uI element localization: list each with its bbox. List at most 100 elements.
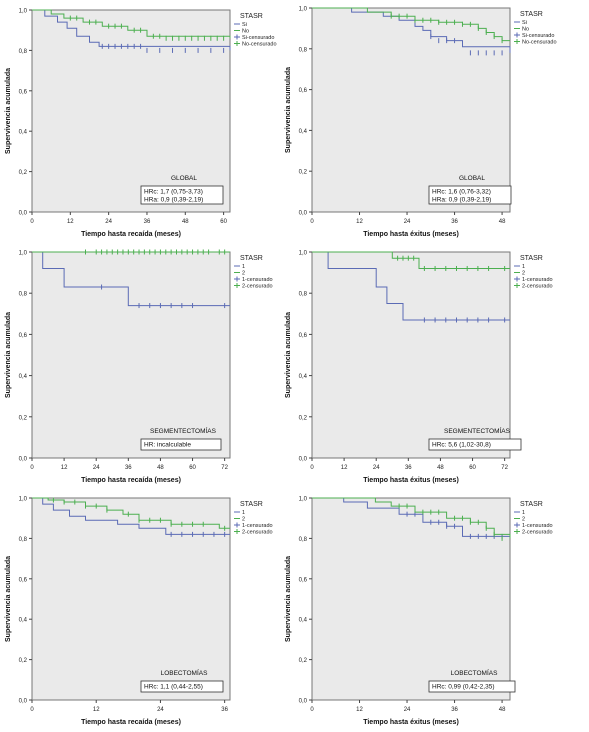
km-curve-2 <box>312 497 511 539</box>
legend-item: Si-censurado <box>522 33 554 39</box>
y-tick-label: 0,4 <box>299 129 308 135</box>
legend-item: 1-censurado <box>522 523 553 529</box>
km-panel: 0,0 0,2 0,4 0,6 0,8 1,0 0 12 24 36 Tiempo hasta re… <box>5 497 273 727</box>
group-label: SEGMENTECTOMÍAS <box>444 426 511 435</box>
km-panel: 0,0 0,2 0,4 0,6 0,8 1,0 0 12 24 36 48 60 Tiempo hast… <box>5 9 277 239</box>
plot-area <box>311 497 511 701</box>
legend-item: 1 <box>242 510 245 516</box>
legend-item: No-censurado <box>242 42 277 48</box>
km-curve-2 <box>312 251 510 269</box>
legend-item: 2-censurado <box>522 530 553 536</box>
hr-box <box>140 438 222 451</box>
km-curve-1 <box>312 251 510 321</box>
legend-title: STASR <box>240 13 263 20</box>
plot-area <box>31 9 231 213</box>
x-axis-label: Tiempo hasta recaída (meses) <box>81 477 181 484</box>
legend-title: STASR <box>240 255 263 262</box>
group-label: LOBECTOMÍAS <box>161 668 209 677</box>
x-tick-label: 60 <box>220 219 227 225</box>
y-tick-label: 0,4 <box>19 130 28 136</box>
plot-area <box>311 251 511 459</box>
x-axis-label: Tiempo hasta recaída (meses) <box>81 231 181 238</box>
legend-title: STASR <box>520 501 543 508</box>
x-tick-label: 48 <box>182 219 189 225</box>
x-tick-label: 12 <box>67 219 74 225</box>
legend-item: 1 <box>522 510 525 516</box>
hr-text: HRc: 5,6 (1,02-30,8) <box>432 442 491 449</box>
x-tick-label: 24 <box>373 465 380 471</box>
legend-item: 2 <box>242 271 245 277</box>
hr-text: HRa: 0,9 (0,39-2,19) <box>432 197 491 204</box>
y-tick-label: 0,2 <box>19 658 28 664</box>
x-tick-label: 0 <box>310 219 314 225</box>
plot-area <box>31 497 231 701</box>
x-tick-label: 12 <box>356 219 363 225</box>
hr-box <box>428 438 522 451</box>
legend-item: 1 <box>242 264 245 270</box>
x-tick-label: 12 <box>61 465 68 471</box>
x-tick-label: 24 <box>157 707 164 713</box>
hr-box <box>428 185 512 205</box>
x-tick-label: 36 <box>221 707 228 713</box>
km-panel: 0,0 0,2 0,4 0,6 0,8 1,0 0 12 24 36 48 60 72 Tiempo ha… <box>5 249 273 484</box>
km-curve-1 <box>32 251 230 307</box>
x-tick-label: 36 <box>451 707 458 713</box>
x-tick-label: 36 <box>451 219 458 225</box>
hr-text: HRc: 1,6 (0,76-3,32) <box>432 189 491 196</box>
x-axis-label: Tiempo hasta éxitus (meses) <box>363 719 459 726</box>
y-tick-label: 0,8 <box>19 292 28 298</box>
x-axis-label: Tiempo hasta recaída (meses) <box>81 719 181 726</box>
x-tick-label: 24 <box>404 219 411 225</box>
km-curve-1 <box>32 9 231 51</box>
group-label: LOBECTOMÍAS <box>451 668 499 677</box>
hr-text: HRc: 1,1 (0,44-2,55) <box>144 684 203 691</box>
y-axis-label: Supervivencia acumulada <box>285 312 292 398</box>
x-tick-label: 12 <box>341 465 348 471</box>
legend-item: 2 <box>522 517 525 523</box>
legend-item: No <box>242 29 249 35</box>
legend-item: No <box>522 27 529 33</box>
y-axis-label: Supervivencia acumulada <box>5 312 12 398</box>
hr-text: HRc: 0,99 (0,42-2,35) <box>432 684 495 691</box>
x-axis-label: Tiempo hasta éxitus (meses) <box>363 477 459 484</box>
x-tick-label: 0 <box>30 707 34 713</box>
legend-item: Si <box>242 22 247 28</box>
group-label: GLOBAL <box>171 175 197 182</box>
y-tick-label: 0,4 <box>19 618 28 624</box>
y-tick-label: 0,6 <box>19 577 28 583</box>
km-curve-1 <box>32 497 230 535</box>
x-tick-label: 60 <box>189 465 196 471</box>
legend-item: No-censurado <box>522 40 557 46</box>
x-tick-label: 48 <box>437 465 444 471</box>
hr-text: HRa: 0,9 (0,39-2,19) <box>144 197 203 204</box>
x-tick-label: 12 <box>356 707 363 713</box>
y-tick-label: 0,4 <box>299 374 308 380</box>
y-axis-label: Supervivencia acumulada <box>5 68 12 154</box>
y-tick-label: 1,0 <box>299 251 308 257</box>
x-tick-label: 24 <box>404 707 411 713</box>
km-panel: 0,0 0,2 0,4 0,6 0,8 1,0 0 12 24 36 48 Tiempo hasta … <box>285 497 553 727</box>
y-tick-label: 0,2 <box>19 170 28 176</box>
km-curve-2 <box>32 497 230 529</box>
y-tick-label: 0,0 <box>19 457 28 463</box>
y-tick-label: 0,0 <box>299 457 308 463</box>
y-tick-label: 0,6 <box>299 333 308 339</box>
x-tick-label: 0 <box>30 465 34 471</box>
x-tick-label: 72 <box>501 465 508 471</box>
x-tick-label: 0 <box>310 465 314 471</box>
km-curve-2 <box>32 9 231 39</box>
y-axis-label: Supervivencia acumulada <box>285 67 292 153</box>
km-panel: 0,0 0,2 0,4 0,6 0,8 1,0 0 12 24 36 48 Tiempo hasta … <box>285 7 557 239</box>
x-tick-label: 48 <box>157 465 164 471</box>
y-tick-label: 0,6 <box>19 333 28 339</box>
x-tick-label: 36 <box>405 465 412 471</box>
x-tick-label: 24 <box>105 219 112 225</box>
legend-title: STASR <box>520 11 543 18</box>
y-tick-label: 0,4 <box>299 618 308 624</box>
y-tick-label: 0,6 <box>299 88 308 94</box>
x-tick-label: 0 <box>310 707 314 713</box>
legend-item: 2-censurado <box>242 284 273 290</box>
y-tick-label: 0,6 <box>299 577 308 583</box>
y-tick-label: 0,6 <box>19 89 28 95</box>
